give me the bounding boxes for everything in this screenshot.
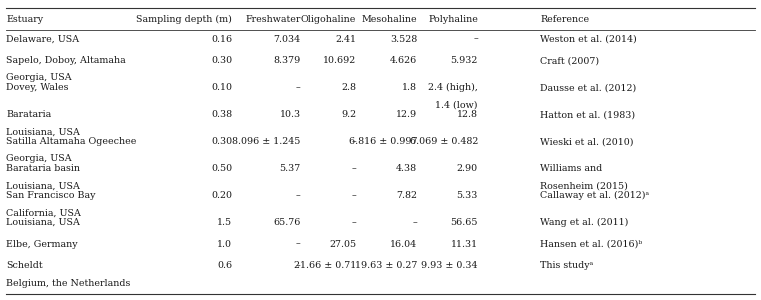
Text: 10.692: 10.692 [323,56,356,65]
Text: Louisiana, USA: Louisiana, USA [6,182,80,190]
Text: 6.069 ± 0.482: 6.069 ± 0.482 [409,137,478,146]
Text: 27.05: 27.05 [329,240,356,249]
Text: –: – [296,83,301,92]
Text: 0.6: 0.6 [217,261,232,270]
Text: –: – [296,261,301,270]
Text: –: – [296,191,301,200]
Text: Williams and: Williams and [540,164,603,173]
Text: –: – [473,34,478,43]
Text: Wang et al. (2011): Wang et al. (2011) [540,218,629,227]
Text: 11.31: 11.31 [451,240,478,249]
Text: Sampling depth (m): Sampling depth (m) [136,15,232,24]
Text: 12.8: 12.8 [457,110,478,119]
Text: Sapelo, Doboy, Altamaha: Sapelo, Doboy, Altamaha [6,56,126,65]
Text: Barataria: Barataria [6,110,51,119]
Text: Weston et al. (2014): Weston et al. (2014) [540,34,637,43]
Text: 5.37: 5.37 [279,164,301,173]
Text: 4.38: 4.38 [396,164,417,173]
Text: Polyhaline: Polyhaline [428,15,478,24]
Text: 19.63 ± 0.27: 19.63 ± 0.27 [355,261,417,270]
Text: 4.626: 4.626 [390,56,417,65]
Text: Belgium, the Netherlands: Belgium, the Netherlands [6,279,130,288]
Text: Louisiana, USA: Louisiana, USA [6,128,80,136]
Text: Wieski et al. (2010): Wieski et al. (2010) [540,137,634,146]
Text: Dausse et al. (2012): Dausse et al. (2012) [540,83,636,92]
Text: 1.8: 1.8 [402,83,417,92]
Text: 8.379: 8.379 [273,56,301,65]
Text: 0.20: 0.20 [211,191,232,200]
Text: 2.8: 2.8 [341,83,356,92]
Text: Satilla Altamaha Ogeechee: Satilla Altamaha Ogeechee [6,137,136,146]
Text: 1.4 (low): 1.4 (low) [435,100,478,109]
Text: California, USA: California, USA [6,208,81,217]
Text: 0.10: 0.10 [211,83,232,92]
Text: 0.16: 0.16 [211,34,232,43]
Text: Mesohaline: Mesohaline [361,15,417,24]
Text: 8.096 ± 1.245: 8.096 ± 1.245 [232,137,301,146]
Text: Scheldt: Scheldt [6,261,43,270]
Text: 2.41: 2.41 [335,34,356,43]
Text: 5.932: 5.932 [451,56,478,65]
Text: 56.65: 56.65 [451,218,478,227]
Text: Barataria basin: Barataria basin [6,164,80,173]
Text: Rosenheim (2015): Rosenheim (2015) [540,182,628,190]
Text: Callaway et al. (2012)ᵃ: Callaway et al. (2012)ᵃ [540,191,649,200]
Text: 12.9: 12.9 [396,110,417,119]
Text: –: – [352,164,356,173]
Text: Oligohaline: Oligohaline [301,15,356,24]
Text: –: – [296,240,301,249]
Text: 0.38: 0.38 [211,110,232,119]
Text: Dovey, Wales: Dovey, Wales [6,83,68,92]
Text: –: – [352,137,356,146]
Text: Georgia, USA: Georgia, USA [6,154,72,164]
Text: 2.90: 2.90 [457,164,478,173]
Text: –: – [352,191,356,200]
Text: 5.33: 5.33 [457,191,478,200]
Text: This studyᵃ: This studyᵃ [540,261,594,270]
Text: 9.2: 9.2 [341,110,356,119]
Text: Georgia, USA: Georgia, USA [6,74,72,82]
Text: Estuary: Estuary [6,15,43,24]
Text: 16.04: 16.04 [390,240,417,249]
Text: 9.93 ± 0.34: 9.93 ± 0.34 [422,261,478,270]
Text: Hatton et al. (1983): Hatton et al. (1983) [540,110,635,119]
Text: 1.0: 1.0 [217,240,232,249]
Text: 0.50: 0.50 [211,164,232,173]
Text: 7.034: 7.034 [273,34,301,43]
Text: 0.30: 0.30 [211,56,232,65]
Text: 7.82: 7.82 [396,191,417,200]
Text: Delaware, USA: Delaware, USA [6,34,79,43]
Text: 21.66 ± 0.71: 21.66 ± 0.71 [294,261,356,270]
Text: Reference: Reference [540,15,590,24]
Text: 10.3: 10.3 [279,110,301,119]
Text: 0.30: 0.30 [211,137,232,146]
Text: Freshwater: Freshwater [245,15,301,24]
Text: 6.816 ± 0.997: 6.816 ± 0.997 [349,137,417,146]
Text: Louisiana, USA: Louisiana, USA [6,218,80,227]
Text: Craft (2007): Craft (2007) [540,56,600,65]
Text: 3.528: 3.528 [390,34,417,43]
Text: –: – [352,218,356,227]
Text: Elbe, Germany: Elbe, Germany [6,240,78,249]
Text: –: – [412,218,417,227]
Text: Hansen et al. (2016)ᵇ: Hansen et al. (2016)ᵇ [540,240,642,249]
Text: 65.76: 65.76 [273,218,301,227]
Text: 1.5: 1.5 [217,218,232,227]
Text: 2.4 (high),: 2.4 (high), [428,83,478,92]
Text: San Francisco Bay: San Francisco Bay [6,191,96,200]
